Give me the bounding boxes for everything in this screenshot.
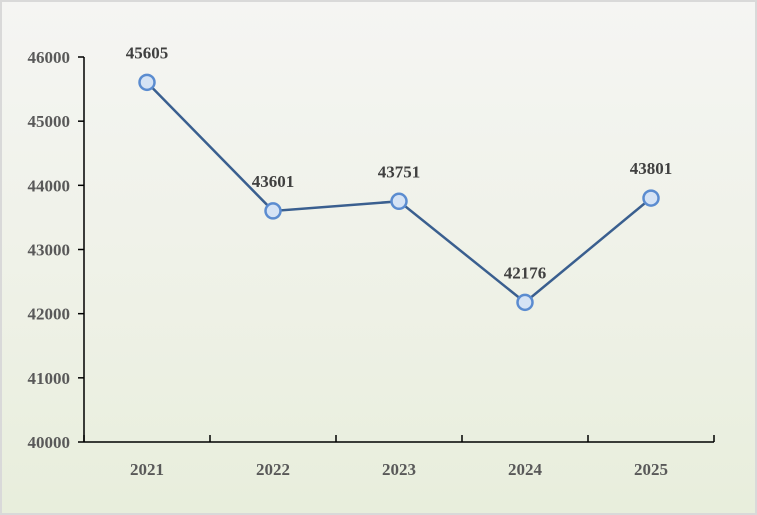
data-point-marker xyxy=(138,73,156,92)
data-label: 43751 xyxy=(378,162,421,181)
y-tick-label: 45000 xyxy=(28,112,71,131)
x-axis-tick-labels: 2021 2022 2023 2024 2025 xyxy=(130,460,668,479)
y-tick-label: 43000 xyxy=(28,241,71,260)
y-tick-label: 46000 xyxy=(28,48,71,67)
x-tick-label: 2021 xyxy=(130,460,164,479)
series-line-group xyxy=(146,81,652,304)
series-line xyxy=(146,81,652,304)
markers-group xyxy=(138,73,660,312)
data-label: 42176 xyxy=(504,263,547,282)
x-tick-label: 2024 xyxy=(508,460,543,479)
data-point-marker xyxy=(264,202,282,220)
x-tick-label: 2025 xyxy=(634,460,668,479)
y-tick-label: 42000 xyxy=(28,305,71,324)
data-label: 43601 xyxy=(252,172,295,191)
y-axis-tick-labels: 40000 41000 42000 43000 44000 45000 46000 xyxy=(28,48,71,452)
data-point-marker xyxy=(642,189,660,207)
data-label: 43801 xyxy=(630,159,673,178)
y-tick-label: 41000 xyxy=(28,369,71,388)
x-tick-label: 2022 xyxy=(256,460,290,479)
x-tick-label: 2023 xyxy=(382,460,416,479)
y-tick-label: 40000 xyxy=(28,433,71,452)
data-labels-group: 45605 43601 43751 42176 43801 xyxy=(126,43,673,282)
y-tick-label: 44000 xyxy=(28,176,71,195)
data-point-marker xyxy=(516,293,534,312)
data-point-marker xyxy=(390,192,408,211)
data-label: 45605 xyxy=(126,43,169,62)
axes xyxy=(78,56,715,443)
